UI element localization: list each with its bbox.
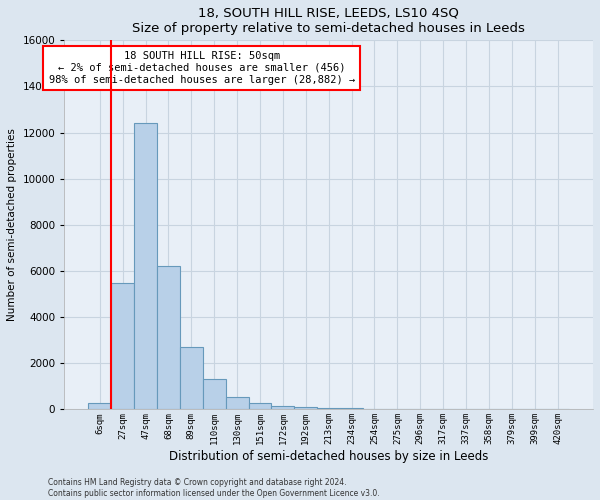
Bar — [363, 409, 386, 410]
Bar — [226, 397, 248, 409]
Bar — [271, 406, 295, 410]
Title: 18, SOUTH HILL RISE, LEEDS, LS10 4SQ
Size of property relative to semi-detached : 18, SOUTH HILL RISE, LEEDS, LS10 4SQ Siz… — [132, 7, 525, 35]
Text: 18 SOUTH HILL RISE: 50sqm
← 2% of semi-detached houses are smaller (456)
98% of : 18 SOUTH HILL RISE: 50sqm ← 2% of semi-d… — [49, 52, 355, 84]
X-axis label: Distribution of semi-detached houses by size in Leeds: Distribution of semi-detached houses by … — [169, 450, 488, 463]
Bar — [295, 407, 317, 410]
Bar — [88, 402, 111, 409]
Bar — [111, 282, 134, 410]
Bar — [317, 408, 340, 410]
Bar — [157, 266, 180, 410]
Text: Contains HM Land Registry data © Crown copyright and database right 2024.
Contai: Contains HM Land Registry data © Crown c… — [48, 478, 380, 498]
Bar — [248, 403, 271, 409]
Bar — [134, 124, 157, 410]
Bar — [340, 408, 363, 410]
Y-axis label: Number of semi-detached properties: Number of semi-detached properties — [7, 128, 17, 322]
Bar — [180, 347, 203, 410]
Bar — [203, 380, 226, 410]
